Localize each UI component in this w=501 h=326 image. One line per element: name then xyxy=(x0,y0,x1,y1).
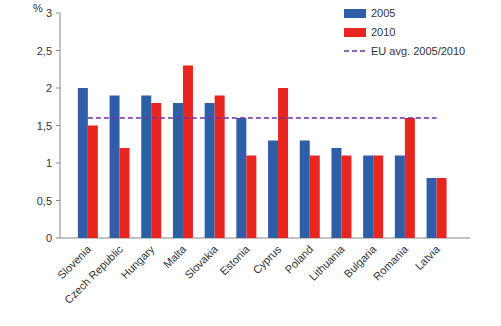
y-tick xyxy=(56,163,60,164)
bar xyxy=(331,148,341,238)
bar xyxy=(141,96,151,239)
bar xyxy=(246,156,256,239)
y-tick-label: 0,5 xyxy=(37,195,52,207)
y-tick-label: 2 xyxy=(46,82,52,94)
legend-swatch xyxy=(344,9,366,18)
bar xyxy=(151,103,161,238)
y-tick-label: 1,5 xyxy=(37,120,52,132)
x-tick-label: Slovakia xyxy=(182,242,221,281)
x-tick-label: Czech Republic xyxy=(62,243,125,306)
bar xyxy=(363,156,373,239)
legend-swatch xyxy=(344,50,366,52)
x-tick-label: Lithuania xyxy=(307,242,348,283)
bar xyxy=(120,148,130,238)
y-tick-label: 1 xyxy=(46,157,52,169)
bar xyxy=(341,156,351,239)
x-tick-label: Malta xyxy=(161,242,189,270)
marks xyxy=(78,66,447,239)
bar xyxy=(173,103,183,238)
y-tick-label: 3 xyxy=(46,7,52,19)
bar xyxy=(437,178,447,238)
y-tick xyxy=(56,200,60,201)
y-tick-label: 0 xyxy=(46,232,52,244)
bar xyxy=(236,118,246,238)
bar xyxy=(373,156,383,239)
bar xyxy=(110,96,120,239)
line xyxy=(88,117,437,119)
y-label: % xyxy=(33,2,43,14)
y-tick xyxy=(56,238,60,239)
bar xyxy=(310,156,320,239)
bar xyxy=(88,126,98,239)
y-axis xyxy=(60,13,61,238)
x-tick-label: Latvia xyxy=(413,242,443,272)
x-tick-label: Cyprus xyxy=(250,243,283,276)
x-tick-label: Hungary xyxy=(119,243,157,281)
bar xyxy=(300,141,310,239)
bar xyxy=(183,66,193,239)
x-tick-label: Romania xyxy=(371,242,411,282)
y-tick-label: 2,5 xyxy=(37,45,52,57)
bar xyxy=(427,178,437,238)
y-tick xyxy=(56,50,60,51)
x-tick-label: Estonia xyxy=(217,242,252,277)
bar xyxy=(268,141,278,239)
y-tick xyxy=(56,13,60,14)
bar xyxy=(405,118,415,238)
y-tick xyxy=(56,125,60,126)
chart: %00,511,522,53SloveniaCzech RepublicHung… xyxy=(0,0,501,326)
bar xyxy=(78,88,88,238)
bar xyxy=(215,96,225,239)
legend-label: 2010 xyxy=(371,26,395,38)
legend-label: EU avg. 2005/2010 xyxy=(371,45,465,57)
legend-label: 2005 xyxy=(371,7,395,19)
bar xyxy=(395,156,405,239)
y-tick xyxy=(56,88,60,89)
bar xyxy=(278,88,288,238)
bar xyxy=(205,103,215,238)
legend-swatch xyxy=(344,28,366,37)
